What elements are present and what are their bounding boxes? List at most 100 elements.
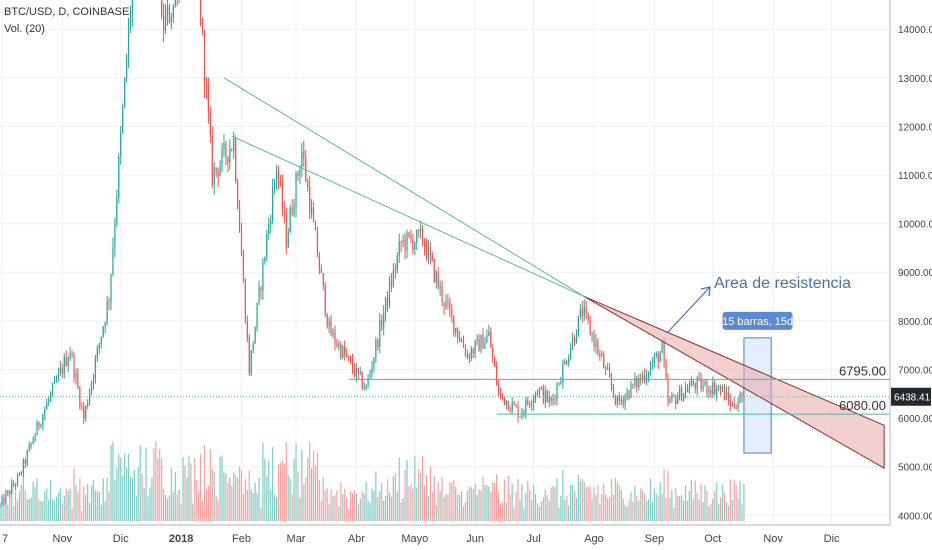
candle-body xyxy=(568,358,570,364)
candle-body xyxy=(591,334,593,336)
volume-bar xyxy=(22,475,24,522)
volume-bar xyxy=(618,484,620,522)
volume-bar xyxy=(50,480,52,522)
candle-body xyxy=(46,402,48,410)
symbol-label[interactable]: BTC/USD, D, COINBASE xyxy=(4,6,130,18)
volume-bar xyxy=(534,493,537,522)
candle-body xyxy=(706,381,708,393)
candle-body xyxy=(205,84,208,87)
candle-body xyxy=(663,342,665,363)
volume-bar xyxy=(538,507,541,522)
volume-bar xyxy=(342,494,344,522)
volume-bar xyxy=(270,489,272,522)
volume-bar xyxy=(153,448,155,522)
candle-body xyxy=(416,229,418,244)
candle-body xyxy=(482,334,484,349)
candle-body xyxy=(332,331,334,336)
volume-bar xyxy=(238,466,241,522)
candle-body xyxy=(310,207,313,214)
candle-body xyxy=(55,379,58,381)
volume-bar xyxy=(24,489,26,522)
volume-bar xyxy=(334,495,336,522)
volume-bar xyxy=(384,495,387,522)
volume-bar xyxy=(616,482,618,522)
volume-bar xyxy=(575,497,578,522)
candle-body xyxy=(723,387,726,400)
candle-body xyxy=(273,180,276,188)
candle-body xyxy=(219,165,221,176)
candle-body xyxy=(63,357,65,374)
x-tick-label: Sep xyxy=(645,533,665,545)
candle-body xyxy=(342,346,344,358)
candle-body xyxy=(661,342,663,353)
candle-body xyxy=(729,399,731,407)
volume-bar xyxy=(104,501,106,522)
volume-bar xyxy=(433,475,435,522)
volume-bar xyxy=(579,481,581,522)
candle-body xyxy=(710,390,712,395)
candle-body xyxy=(673,395,675,397)
volume-bar xyxy=(521,484,523,522)
candle-body xyxy=(651,363,654,366)
volume-bar xyxy=(102,478,104,522)
volume-bar xyxy=(622,498,624,522)
volume-bar xyxy=(710,503,712,522)
candle-body xyxy=(431,255,433,260)
volume-bar xyxy=(706,490,708,522)
candle-body xyxy=(564,361,566,365)
volume-bar xyxy=(614,478,617,522)
candle-body xyxy=(468,354,470,359)
volume-bar xyxy=(199,454,202,522)
candle-body xyxy=(554,398,556,400)
candle-body xyxy=(476,338,478,341)
last-price-tag xyxy=(891,387,931,406)
candle-body xyxy=(492,347,494,358)
volume-bar xyxy=(219,456,221,522)
candle-body xyxy=(620,399,622,402)
candle-body xyxy=(577,316,580,337)
candle-body xyxy=(100,336,102,344)
volume-bar xyxy=(110,444,112,522)
candle-body xyxy=(32,440,34,444)
volume-bar xyxy=(55,496,58,522)
volume-bar xyxy=(688,490,691,522)
volume-bar xyxy=(414,455,416,522)
resistance-area xyxy=(583,296,885,469)
volume-bar xyxy=(106,477,108,522)
candle-body xyxy=(386,296,389,306)
candle-body xyxy=(517,406,519,418)
volume-bar xyxy=(355,494,357,522)
volume-bar xyxy=(371,488,373,522)
volume-label[interactable]: Vol. (20) xyxy=(4,23,45,35)
volume-bar xyxy=(564,499,566,522)
candle-body xyxy=(30,443,32,446)
candle-body xyxy=(427,247,430,259)
candle-body xyxy=(534,393,537,399)
candle-body xyxy=(455,328,457,333)
volume-bar xyxy=(410,483,412,522)
candle-body xyxy=(595,341,597,347)
volume-bar xyxy=(242,493,245,522)
volume-bar xyxy=(172,492,174,522)
volume-bar xyxy=(340,482,342,522)
candle-body xyxy=(11,484,13,494)
volume-bar xyxy=(260,507,262,522)
candle-body xyxy=(223,143,225,149)
volume-bar xyxy=(225,473,227,522)
candle-body xyxy=(497,384,500,393)
candle-body xyxy=(96,347,98,359)
volume-bar xyxy=(712,498,714,522)
candle-body xyxy=(264,257,266,262)
volume-bar xyxy=(605,494,607,522)
candle-body xyxy=(38,422,40,427)
volume-bar xyxy=(0,506,1,522)
volume-bar xyxy=(320,500,322,522)
volume-bar xyxy=(482,476,484,522)
volume-bar xyxy=(151,477,153,522)
candle-body xyxy=(560,382,562,384)
measure-label-bg xyxy=(722,311,793,330)
candle-body xyxy=(466,354,468,356)
candle-body xyxy=(252,343,254,351)
candle-body xyxy=(129,12,132,27)
